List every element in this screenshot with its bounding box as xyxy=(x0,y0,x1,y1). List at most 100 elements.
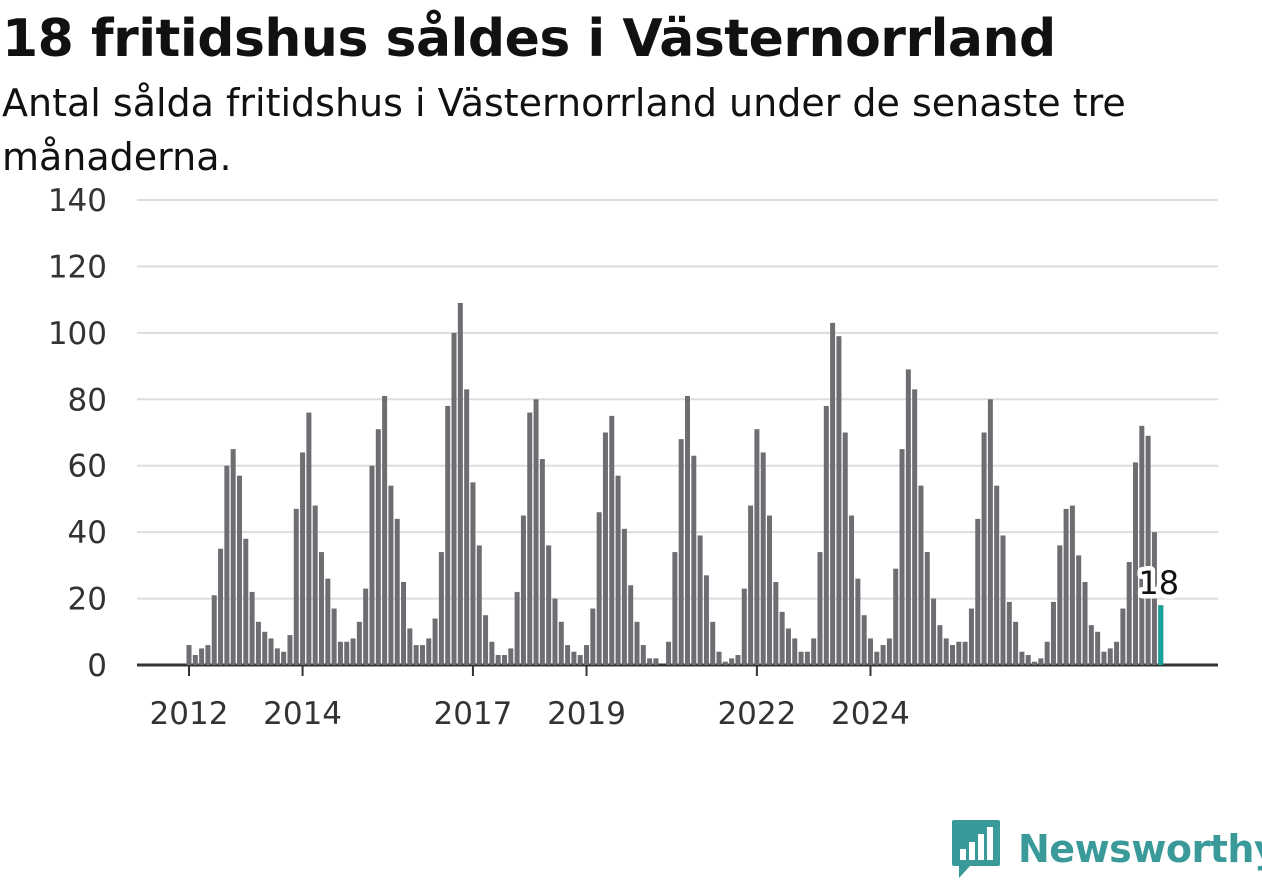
bar xyxy=(218,548,224,665)
x-axis-ticks: 2012 2014 2017 2019 2022 2024 xyxy=(150,665,910,732)
bar xyxy=(230,449,236,665)
bar xyxy=(968,608,974,665)
bar xyxy=(1063,508,1069,665)
y-tick-label: 20 xyxy=(68,582,107,618)
x-tick-label: 2014 xyxy=(263,696,342,732)
bar xyxy=(527,412,533,665)
bar xyxy=(546,545,552,665)
bar xyxy=(388,485,394,665)
bar xyxy=(1082,581,1088,665)
bar xyxy=(476,545,482,665)
bar-chart-speech-bubble-icon xyxy=(952,820,1000,878)
bar xyxy=(300,452,306,665)
bar xyxy=(457,302,463,665)
bar xyxy=(1145,435,1151,665)
y-tick-label: 60 xyxy=(68,449,107,485)
bar xyxy=(697,535,703,665)
bar xyxy=(987,399,993,665)
bar xyxy=(255,621,261,665)
bar xyxy=(931,598,937,665)
bar xyxy=(924,552,930,665)
bar xyxy=(811,638,817,665)
bar xyxy=(792,638,798,665)
bar xyxy=(211,595,217,665)
bar xyxy=(609,415,615,665)
bar xyxy=(615,475,621,665)
bar xyxy=(344,641,350,665)
bar-highlight xyxy=(1158,605,1164,665)
y-tick-label: 100 xyxy=(48,316,107,352)
bar xyxy=(249,591,255,665)
bar xyxy=(867,638,873,665)
bar xyxy=(886,638,892,665)
bar xyxy=(634,621,640,665)
bar xyxy=(1032,661,1038,665)
bar xyxy=(602,432,608,665)
bar xyxy=(293,508,299,665)
bar xyxy=(880,645,886,665)
bar xyxy=(691,455,697,665)
bar xyxy=(401,581,407,665)
bar xyxy=(836,336,842,665)
bar xyxy=(703,575,709,665)
bar xyxy=(312,505,318,665)
bar xyxy=(539,459,545,665)
bar xyxy=(937,625,943,665)
bar xyxy=(584,645,590,665)
bar xyxy=(621,528,627,665)
bar xyxy=(419,645,425,665)
y-tick-label: 40 xyxy=(68,515,107,551)
bar xyxy=(236,475,242,665)
bar xyxy=(382,395,388,665)
bar xyxy=(451,332,457,665)
bar xyxy=(943,638,949,665)
grid-lines xyxy=(137,199,1218,667)
bar xyxy=(186,645,192,665)
bar xyxy=(1088,625,1094,665)
bar xyxy=(1044,641,1050,665)
bar xyxy=(785,628,791,665)
bar xyxy=(375,429,381,665)
bar xyxy=(1139,425,1145,665)
bar xyxy=(596,512,602,665)
bar xyxy=(1069,505,1075,665)
bar xyxy=(893,568,899,665)
bar xyxy=(369,465,375,665)
bar xyxy=(760,452,766,665)
bar xyxy=(981,432,987,665)
bar xyxy=(514,591,520,665)
bar xyxy=(773,581,779,665)
bar xyxy=(470,482,476,665)
bar xyxy=(729,658,735,665)
annotation: 18 xyxy=(1134,560,1184,607)
chart-subtitle: Antal sålda fritidshus i Västernorrland … xyxy=(2,81,1126,179)
bar xyxy=(912,389,918,665)
bar xyxy=(823,405,829,665)
bar xyxy=(1025,655,1031,665)
bar xyxy=(502,655,507,665)
bar xyxy=(672,552,678,665)
bar xyxy=(1151,532,1157,665)
bar xyxy=(861,615,867,665)
chart-title: 18 fritidshus såldes i Västernorrland xyxy=(2,9,1056,69)
bar xyxy=(666,641,672,665)
bar xyxy=(950,645,956,665)
bar xyxy=(432,618,438,665)
bar xyxy=(1120,608,1126,665)
bar xyxy=(1050,601,1056,665)
bar xyxy=(306,412,312,665)
bar xyxy=(1114,641,1120,665)
bar xyxy=(426,638,432,665)
bar xyxy=(804,651,810,665)
bar xyxy=(1107,648,1113,665)
bar xyxy=(590,608,596,665)
bar xyxy=(192,655,198,665)
bar xyxy=(716,651,722,665)
bars xyxy=(186,302,1164,665)
bar xyxy=(767,515,773,665)
bar xyxy=(445,405,451,665)
bar xyxy=(1101,651,1107,665)
bar xyxy=(281,651,287,665)
bar xyxy=(1133,462,1138,665)
